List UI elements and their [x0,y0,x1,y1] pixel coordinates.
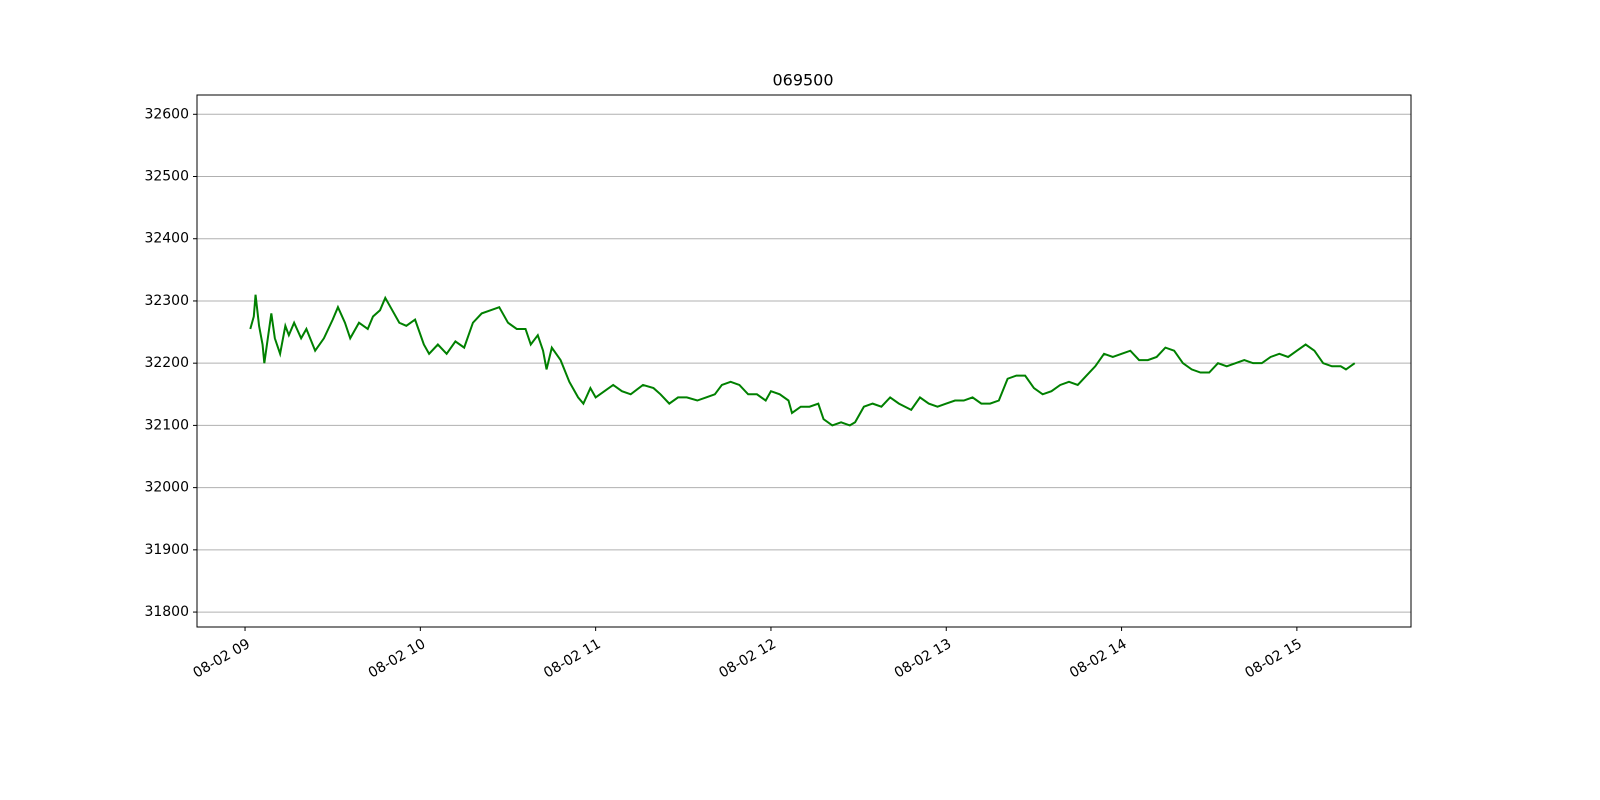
y-tick-label: 32600 [144,106,189,122]
x-tick-label: 08-02 11 [541,636,604,681]
y-tick-label: 32200 [144,355,189,371]
x-tick-label: 08-02 13 [892,636,955,681]
y-tick-label: 32400 [144,231,189,247]
x-tick-label: 08-02 15 [1242,636,1305,681]
x-tick-label: 08-02 10 [366,636,429,681]
y-tick-label: 31900 [144,542,189,558]
data-line [249,294,1356,427]
x-tick-label: 08-02 14 [1067,636,1130,681]
y-tick-label: 32100 [144,417,189,433]
chart-title: 069500 [772,71,833,90]
x-tick-label: 08-02 12 [716,636,779,681]
y-tick-label: 32300 [144,293,189,309]
y-tick-label: 32500 [144,169,189,185]
y-tick-label: 31800 [144,604,189,620]
y-tick-label: 32000 [144,480,189,496]
plot-frame [196,94,1412,628]
x-tick-label: 08-02 09 [191,636,254,681]
